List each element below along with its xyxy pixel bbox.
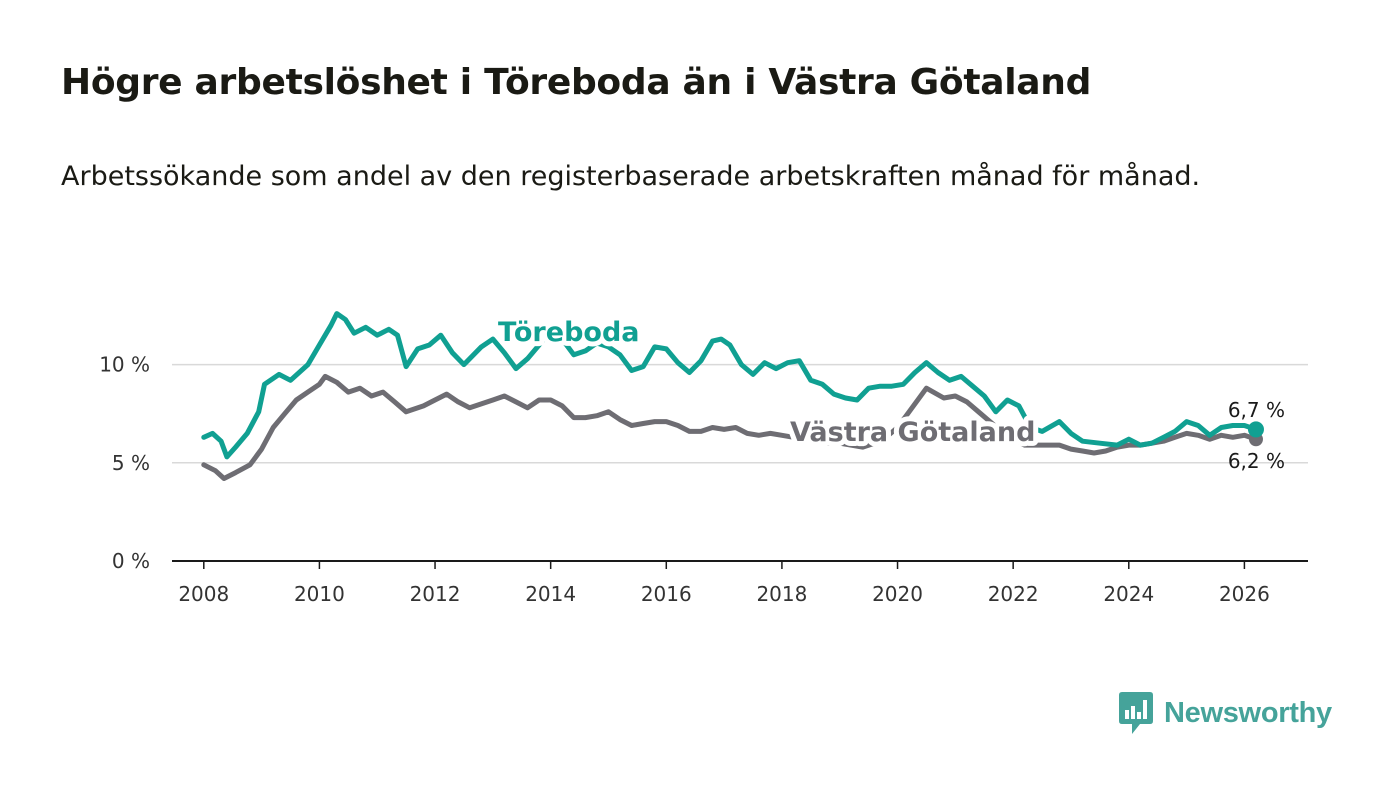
chart-title: Högre arbetslöshet i Töreboda än i Västr… [61,62,1092,103]
x-tick-label: 2008 [178,582,229,606]
y-tick-label: 5 % [112,451,150,475]
y-tick-label: 10 % [99,353,150,377]
bar-chart-speech-bubble-icon [1119,692,1153,734]
brand-name: Newsworthy [1164,696,1332,729]
x-tick-label: 2014 [525,582,576,606]
newsworthy-logo: Newsworthy [1118,690,1332,736]
end-value-label-vastra-gotaland: 6,2 % [1228,449,1285,473]
y-tick-label: 0 % [112,549,150,573]
x-tick-label: 2026 [1219,582,1270,606]
x-tick-label: 2022 [988,582,1039,606]
x-tick-label: 2018 [756,582,807,606]
series-line-vastra-gotaland [201,373,1259,481]
series-label-vastra-gotaland: Västra Götaland [790,417,1035,448]
end-value-label-toreboda: 6,7 % [1228,398,1285,422]
x-tick-label: 2010 [294,582,345,606]
chart-subtitle: Arbetssökande som andel av den registerb… [61,161,1201,192]
series-line-toreboda [201,311,1259,460]
x-tick-label: 2012 [410,582,461,606]
end-marker-toreboda [1247,421,1264,438]
x-tick-label: 2016 [641,582,692,606]
series-label-toreboda: Töreboda [498,317,640,348]
x-tick-label: 2024 [1103,582,1154,606]
x-tick-label: 2020 [872,582,923,606]
